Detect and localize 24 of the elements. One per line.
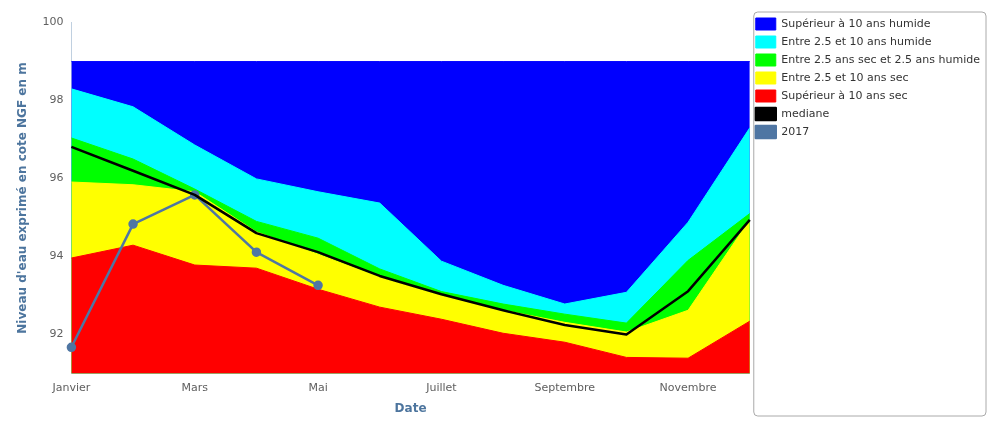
legend-label: Supérieur à 10 ans sec [781, 88, 908, 102]
y-tick-label: 96 [49, 171, 64, 185]
y-tick-label: 94 [49, 249, 64, 263]
y-tick-label: 92 [49, 327, 64, 341]
legend-label: 2017 [781, 124, 810, 138]
point [251, 247, 262, 257]
legend-label: mediane [781, 106, 830, 120]
legend-label: Entre 2.5 ans sec et 2.5 ans humide [781, 52, 981, 66]
x-tick-label: Janvier [51, 380, 91, 394]
x-tick-label: Septembre [534, 380, 596, 394]
x-tick-label: Mai [308, 380, 328, 394]
point [313, 280, 323, 291]
legend-label: Entre 2.5 et 10 ans humide [781, 34, 932, 48]
x-axis-title: Date [394, 400, 427, 415]
x-tick-label: Juillet [425, 380, 458, 394]
legend-label: Supérieur à 10 ans humide [781, 16, 931, 30]
legend-label: Entre 2.5 et 10 ans sec [781, 70, 909, 84]
y-tick-label: 98 [49, 93, 64, 107]
x-tick-label: Novembre [659, 380, 717, 394]
x-tick-label: Mars [181, 380, 209, 394]
y-axis-title: Niveau d'eau exprimé en cote NGF en m [15, 62, 30, 334]
y-tick-label: 100 [42, 15, 64, 29]
point [66, 342, 77, 353]
point [128, 219, 138, 229]
